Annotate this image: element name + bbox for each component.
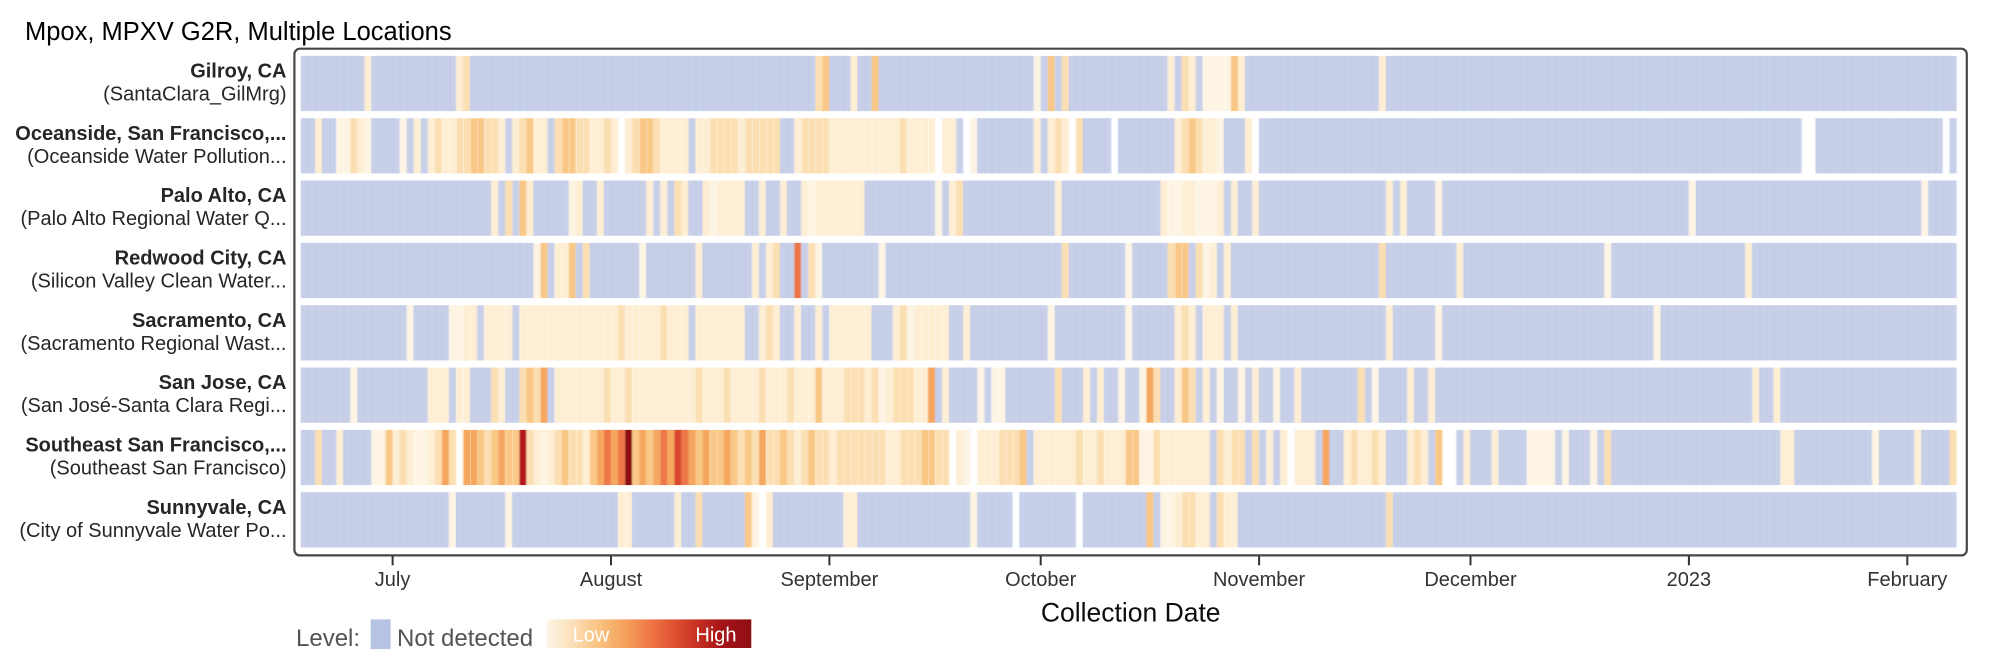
svg-text:(SantaClara_GilMrg): (SantaClara_GilMrg)	[103, 84, 286, 106]
svg-text:Sunnyvale, CA: Sunnyvale, CA	[146, 497, 286, 519]
svg-text:(Silicon Valley Clean Water...: (Silicon Valley Clean Water...	[31, 271, 287, 293]
svg-text:August: August	[580, 569, 643, 591]
svg-text:(Oceanside Water Pollution...: (Oceanside Water Pollution...	[27, 146, 286, 168]
svg-text:(Southeast San Francisco): (Southeast San Francisco)	[50, 458, 287, 480]
svg-text:2023: 2023	[1667, 569, 1712, 591]
svg-text:Oceanside, San Francisco,...: Oceanside, San Francisco,...	[15, 123, 286, 145]
svg-text:Level:: Level:	[296, 625, 360, 652]
svg-text:September: September	[780, 569, 878, 591]
svg-text:Sacramento, CA: Sacramento, CA	[132, 310, 287, 332]
svg-text:(Sacramento Regional Wast...: (Sacramento Regional Wast...	[20, 333, 286, 355]
svg-text:High: High	[695, 625, 736, 647]
svg-text:November: November	[1213, 569, 1306, 591]
svg-text:Gilroy, CA: Gilroy, CA	[190, 61, 286, 83]
svg-text:(San José-Santa Clara Regi...: (San José-Santa Clara Regi...	[21, 395, 287, 417]
svg-text:Palo Alto, CA: Palo Alto, CA	[161, 185, 287, 207]
svg-text:Mpox, MPXV G2R, Multiple Locat: Mpox, MPXV G2R, Multiple Locations	[25, 18, 452, 46]
svg-text:Redwood City, CA: Redwood City, CA	[115, 248, 287, 270]
svg-text:Low: Low	[573, 625, 610, 647]
svg-text:July: July	[375, 569, 411, 591]
svg-text:Collection Date: Collection Date	[1041, 598, 1221, 628]
svg-text:(Palo Alto Regional Water Q...: (Palo Alto Regional Water Q...	[20, 208, 286, 230]
svg-text:October: October	[1005, 569, 1076, 591]
svg-text:Southeast San Francisco,...: Southeast San Francisco,...	[25, 435, 286, 457]
svg-text:Not detected: Not detected	[397, 625, 533, 652]
svg-text:December: December	[1424, 569, 1517, 591]
svg-text:(City of Sunnyvale Water Po...: (City of Sunnyvale Water Po...	[19, 520, 286, 542]
svg-text:San Jose, CA: San Jose, CA	[159, 372, 287, 394]
svg-text:February: February	[1867, 569, 1947, 591]
